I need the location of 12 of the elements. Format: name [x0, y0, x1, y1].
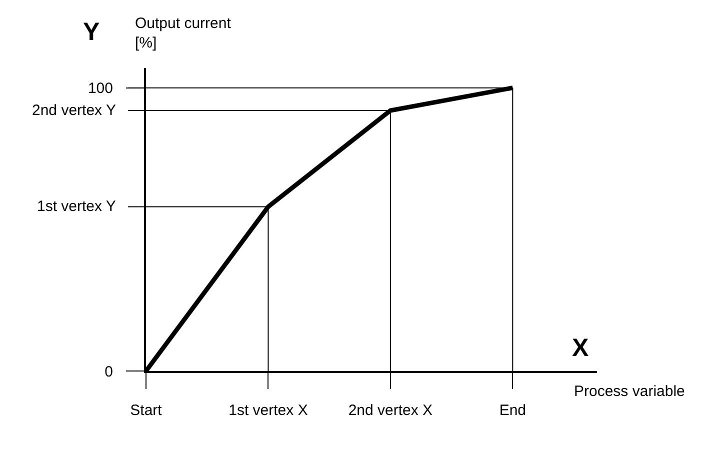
x-tick-label: 2nd vertex X: [348, 402, 433, 419]
text: Y: [83, 18, 100, 46]
x-tick-label: 1st vertex X: [228, 402, 308, 419]
y-tick-label: 0: [104, 363, 113, 380]
y-axis-title: Output current [%]: [135, 15, 232, 52]
x-tick-label: Start: [130, 402, 163, 419]
x-tick-label: End: [499, 402, 526, 419]
ref-line-label: 1st vertex Y: [37, 198, 116, 215]
x-axis-title: Process variable: [574, 383, 685, 400]
ref-line-label: 2nd vertex Y: [32, 102, 116, 119]
y-tick-label: 100: [88, 80, 113, 98]
text: X: [572, 334, 589, 362]
